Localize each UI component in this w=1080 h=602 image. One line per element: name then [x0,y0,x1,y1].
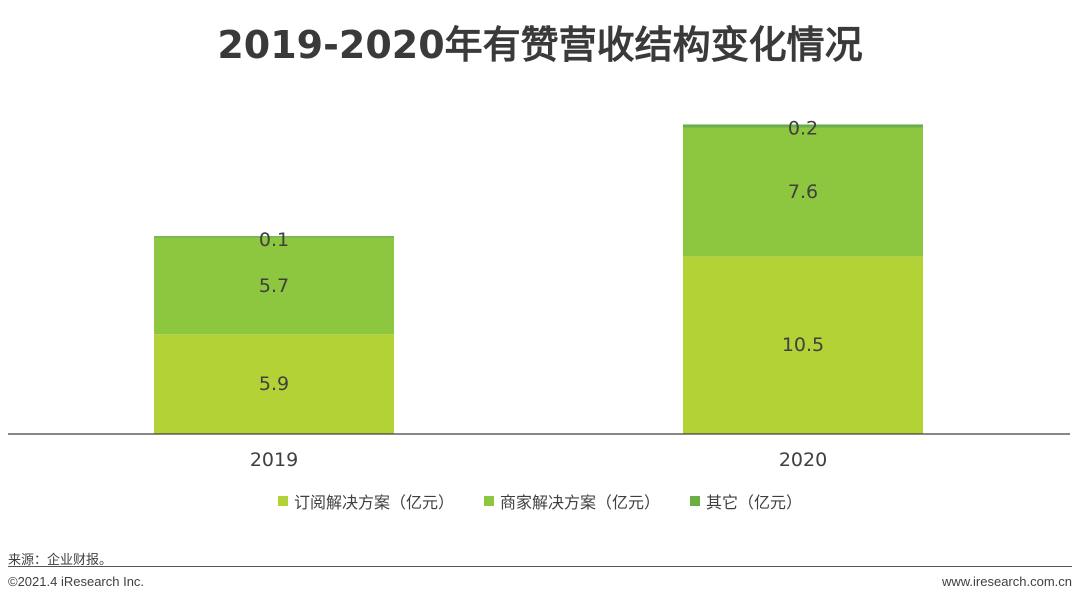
legend-item-other: 其它（亿元） [690,489,802,513]
bar-2019-series-2 [154,236,394,238]
legend-swatch-other [690,496,700,506]
data-label-2019-series-2: 0.1 [259,229,289,251]
legend-label-merchant: 商家解决方案（亿元） [499,493,660,512]
data-label-2020-series-2: 0.2 [788,117,818,139]
data-label-2019-series-0: 5.9 [259,373,289,395]
source-note: 来源：企业财报。 [8,553,113,568]
copyright-text: ©2021.4 iResearch Inc. [8,574,145,589]
legend-item-subscription: 订阅解决方案（亿元） [277,489,454,513]
legend-item-merchant: 商家解决方案（亿元） [483,489,660,513]
legend-swatch-merchant [483,496,494,506]
data-label-2019-series-1: 5.7 [259,275,289,297]
x-tick-label-2019: 2019 [250,449,298,471]
footer-divider [8,566,1072,567]
legend: 订阅解决方案（亿元） 商家解决方案（亿元） 其它（亿元） [0,489,1080,513]
legend-swatch-subscription [277,496,288,506]
bar-2019-series-0 [154,334,394,434]
bar-2020-series-2 [683,124,923,128]
stacked-bar-chart: 5.9 5.7 0.1 10.5 7.6 0.2 2019 2020 [8,117,1070,471]
bar-2020-series-0 [683,256,923,434]
bars-layer [154,124,923,434]
x-tick-label-2020: 2020 [779,449,827,471]
legend-label-other: 其它（亿元） [706,493,803,512]
bar-2020-series-1 [683,127,923,257]
website-link[interactable]: www.iresearch.com.cn [941,574,1072,589]
bar-2019-series-1 [154,237,394,335]
data-label-2020-series-1: 7.6 [788,181,818,203]
legend-label-subscription: 订阅解决方案（亿元） [293,493,454,512]
data-label-2020-series-0: 10.5 [782,334,824,356]
labels-layer: 5.9 5.7 0.1 10.5 7.6 0.2 [259,117,824,395]
chart-title: 2019-2020年有赞营收结构变化情况 [217,23,863,67]
ticks-layer: 2019 2020 [250,449,827,471]
